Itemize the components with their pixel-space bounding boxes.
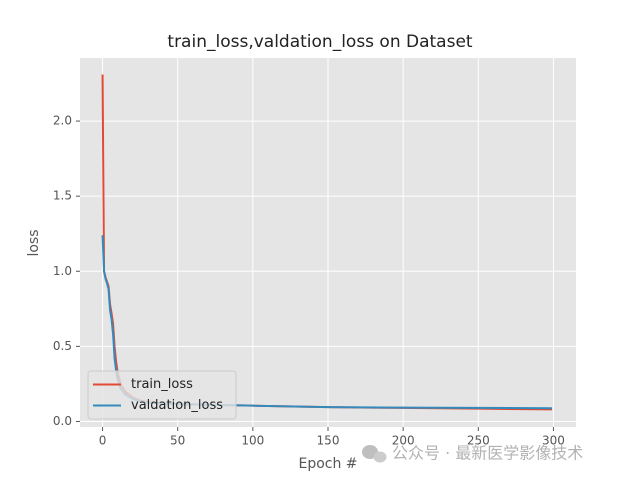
x-tick-label: 200 (392, 434, 415, 448)
watermark: 公众号 · 最新医学影像技术 (362, 444, 583, 463)
chart-title: train_loss,valdation_loss on Dataset (167, 32, 473, 52)
watermark-text: 公众号 · 最新医学影像技术 (392, 444, 583, 463)
x-axis-label: Epoch # (298, 456, 357, 472)
y-tick-label: 0.0 (53, 414, 72, 428)
x-tick-label: 50 (170, 434, 185, 448)
y-axis-label: loss (26, 229, 42, 256)
x-tick-label: 250 (467, 434, 490, 448)
watermark-icon (373, 451, 387, 463)
x-tick-label: 0 (99, 434, 107, 448)
legend-label: valdation_loss (131, 398, 223, 413)
y-tick-label: 1.0 (53, 264, 72, 278)
x-tick-label: 100 (241, 434, 264, 448)
y-tick-label: 2.0 (53, 114, 72, 128)
y-tick-label: 0.5 (53, 339, 72, 353)
legend-label: train_loss (131, 377, 193, 392)
legend-box (87, 370, 237, 420)
x-tick-label: 300 (542, 434, 565, 448)
x-tick-label: 150 (317, 434, 340, 448)
y-tick-label: 1.5 (53, 189, 72, 203)
